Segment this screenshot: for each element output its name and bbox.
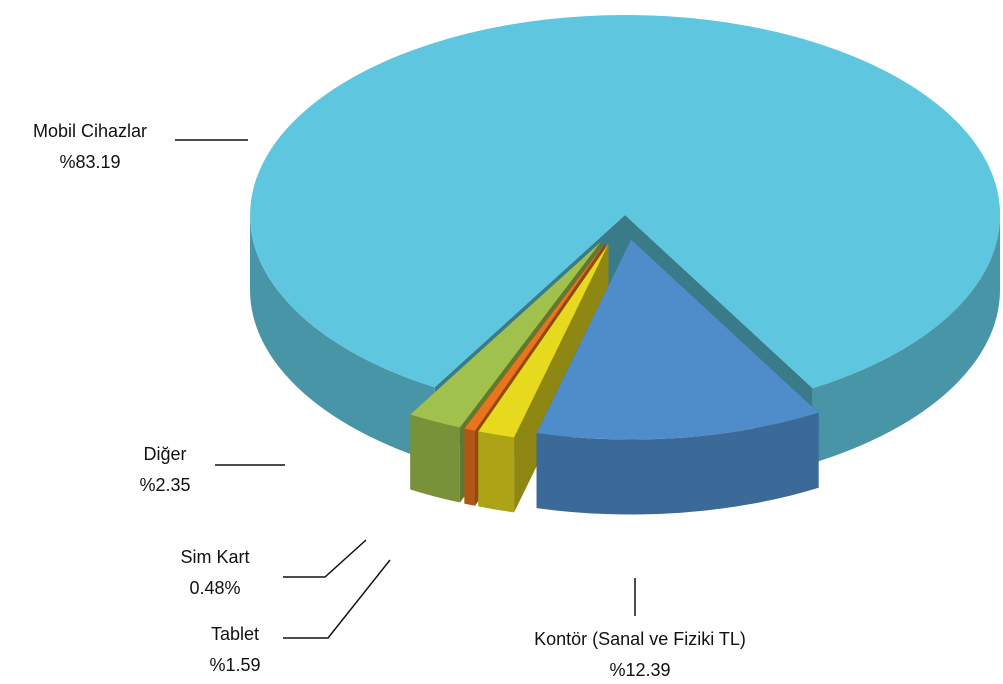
category-label: Sim Kart: [180, 547, 249, 567]
slice-edge: [464, 428, 475, 506]
value-label: %2.35: [139, 475, 190, 495]
category-label: Tablet: [211, 624, 259, 644]
category-label: Kontör (Sanal ve Fiziki TL): [534, 629, 746, 649]
slice-edge: [478, 431, 515, 513]
category-label: Mobil Cihazlar: [33, 121, 147, 141]
slice-edge: [536, 412, 819, 515]
slice-edge: [812, 215, 1000, 464]
slice: [536, 239, 819, 440]
value-label: 0.48%: [189, 578, 240, 598]
category-label: Diğer: [143, 444, 186, 464]
labels: Mobil Cihazlar %83.19 Kontör (Sanal ve Fiz…: [33, 121, 746, 680]
slice: [410, 242, 601, 428]
leader-line: [283, 559, 391, 639]
leader-line: [283, 539, 367, 578]
slice: [464, 243, 606, 431]
slice: [478, 243, 609, 438]
pie: [250, 14, 1001, 515]
slice-edge: [250, 215, 435, 463]
value-label: %12.39: [609, 660, 670, 680]
slice-edge: [410, 414, 460, 503]
slice: [250, 14, 1001, 389]
value-label: %83.19: [59, 152, 120, 172]
value-label: %1.59: [209, 655, 260, 675]
